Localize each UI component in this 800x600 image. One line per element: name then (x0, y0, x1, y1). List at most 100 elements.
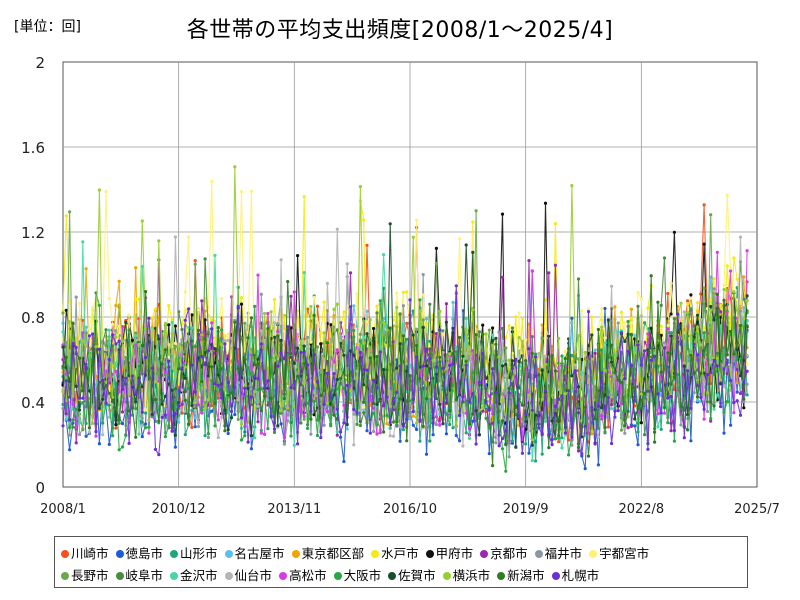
data-point (547, 271, 551, 275)
data-point (210, 321, 214, 325)
data-point (530, 327, 534, 331)
data-point (107, 328, 111, 332)
data-point (279, 409, 283, 413)
y-axis-ticks: 0 0.4 0.8 1.2 1.6 2 (21, 54, 45, 497)
data-point (226, 380, 230, 385)
data-point (137, 378, 141, 382)
data-point (358, 423, 362, 428)
data-point (540, 433, 544, 437)
data-point (61, 364, 65, 368)
data-point (596, 404, 601, 408)
data-point (444, 412, 448, 416)
data-point (401, 428, 405, 432)
data-point (193, 425, 197, 429)
data-point (170, 332, 174, 336)
data-point (193, 259, 197, 263)
data-point (272, 297, 277, 302)
data-point (438, 328, 442, 332)
data-point (613, 371, 617, 375)
data-point (388, 420, 392, 424)
data-point (104, 190, 108, 194)
data-point (94, 345, 98, 349)
data-point (173, 445, 177, 449)
data-point (150, 412, 154, 416)
data-point (534, 413, 538, 417)
data-point (309, 304, 313, 309)
data-point (550, 443, 554, 447)
data-point (639, 392, 643, 396)
data-point (719, 405, 723, 409)
data-point (534, 459, 538, 463)
data-point (477, 433, 481, 437)
data-point (729, 379, 733, 383)
data-point (114, 304, 118, 308)
data-point (355, 422, 359, 426)
data-point (339, 376, 343, 380)
data-point (603, 430, 607, 434)
data-point (292, 443, 296, 447)
data-point (408, 298, 412, 302)
data-point (682, 310, 686, 314)
data-point (153, 380, 158, 384)
data-point (712, 277, 716, 281)
data-point (586, 454, 591, 458)
data-point (633, 399, 637, 403)
data-point (276, 330, 280, 334)
data-point (467, 352, 472, 356)
data-point (656, 392, 660, 396)
data-point (259, 292, 263, 296)
data-point (279, 343, 283, 347)
data-point (448, 422, 452, 427)
data-point (646, 306, 650, 310)
data-point (193, 390, 197, 394)
data-point (434, 332, 438, 336)
data-point (325, 341, 329, 345)
legend-marker-icon (61, 572, 69, 580)
data-point (669, 331, 673, 335)
data-point (606, 318, 610, 322)
data-point (722, 351, 726, 355)
data-point (676, 312, 680, 316)
data-point (682, 436, 686, 440)
data-point (543, 324, 548, 328)
data-point (421, 424, 425, 428)
data-point (593, 348, 597, 352)
data-point (61, 330, 65, 334)
data-point (725, 361, 729, 365)
data-point (64, 214, 68, 218)
data-point (405, 417, 409, 422)
data-point (510, 441, 514, 445)
data-point (454, 345, 458, 349)
data-point (91, 332, 95, 336)
data-point (576, 445, 581, 449)
data-point (606, 416, 610, 421)
data-point (619, 428, 624, 432)
data-point (147, 316, 151, 320)
data-point (368, 431, 372, 435)
data-point (471, 220, 475, 224)
data-point (246, 440, 250, 444)
data-point (342, 325, 346, 329)
data-point (520, 403, 525, 407)
data-point (375, 311, 379, 315)
data-point (666, 351, 670, 355)
data-point (193, 416, 197, 420)
data-point (725, 400, 729, 404)
data-point (738, 323, 743, 328)
data-point (610, 395, 614, 399)
data-point (448, 363, 452, 367)
data-point (292, 361, 296, 365)
data-point (315, 345, 320, 349)
data-point (259, 329, 263, 333)
data-point (659, 303, 663, 307)
data-point (111, 399, 115, 404)
x-tick-label: 2022/8 (618, 502, 664, 517)
legend-row-2: 長野市 岐阜市 金沢市 仙台市 高松市 大阪市 佐賀市 横浜市 新潟市 札幌市 (61, 565, 606, 584)
data-point (97, 406, 101, 410)
data-point (553, 404, 558, 408)
data-point (332, 372, 336, 376)
data-point (735, 390, 739, 394)
data-point (524, 442, 528, 446)
data-point (481, 409, 485, 413)
data-point (144, 426, 148, 430)
